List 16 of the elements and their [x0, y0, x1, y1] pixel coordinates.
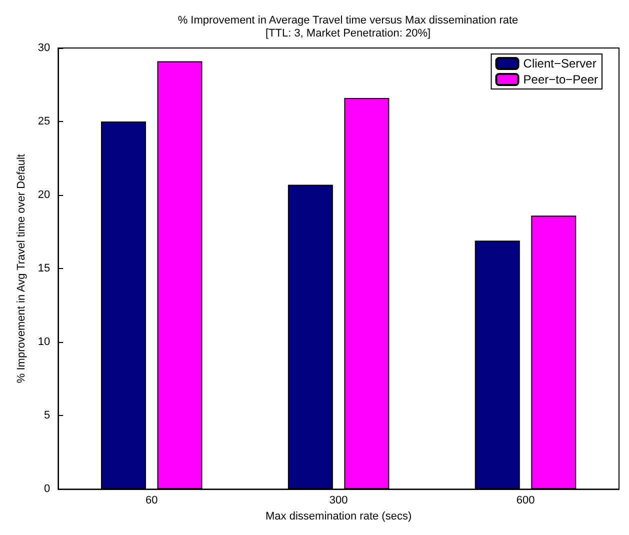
y-axis-title: % Improvement in Avg Travel time over Default: [16, 154, 28, 384]
y-tick-label: 10: [38, 336, 50, 348]
x-axis-title: Max dissemination rate (secs): [266, 510, 412, 522]
y-tick-label: 25: [38, 116, 50, 128]
y-tick-label: 15: [38, 262, 50, 275]
y-tick-label: 5: [44, 410, 50, 422]
x-tick-label: 60: [145, 494, 158, 507]
chart-subtitle: [TTL: 3, Market Penetration: 20%]: [265, 28, 431, 40]
legend-label: Peer−to−Peer: [523, 72, 598, 86]
y-tick-label: 30: [38, 42, 50, 54]
legend-label: Client−Server: [523, 56, 596, 70]
chart-title: % Improvement in Average Travel time versus Max dissemination rate: [178, 14, 518, 26]
y-tick-label: 0: [44, 483, 50, 496]
x-tick-label: 300: [329, 494, 348, 507]
y-tick-label: 20: [38, 189, 50, 202]
x-tick-label: 600: [516, 494, 535, 507]
